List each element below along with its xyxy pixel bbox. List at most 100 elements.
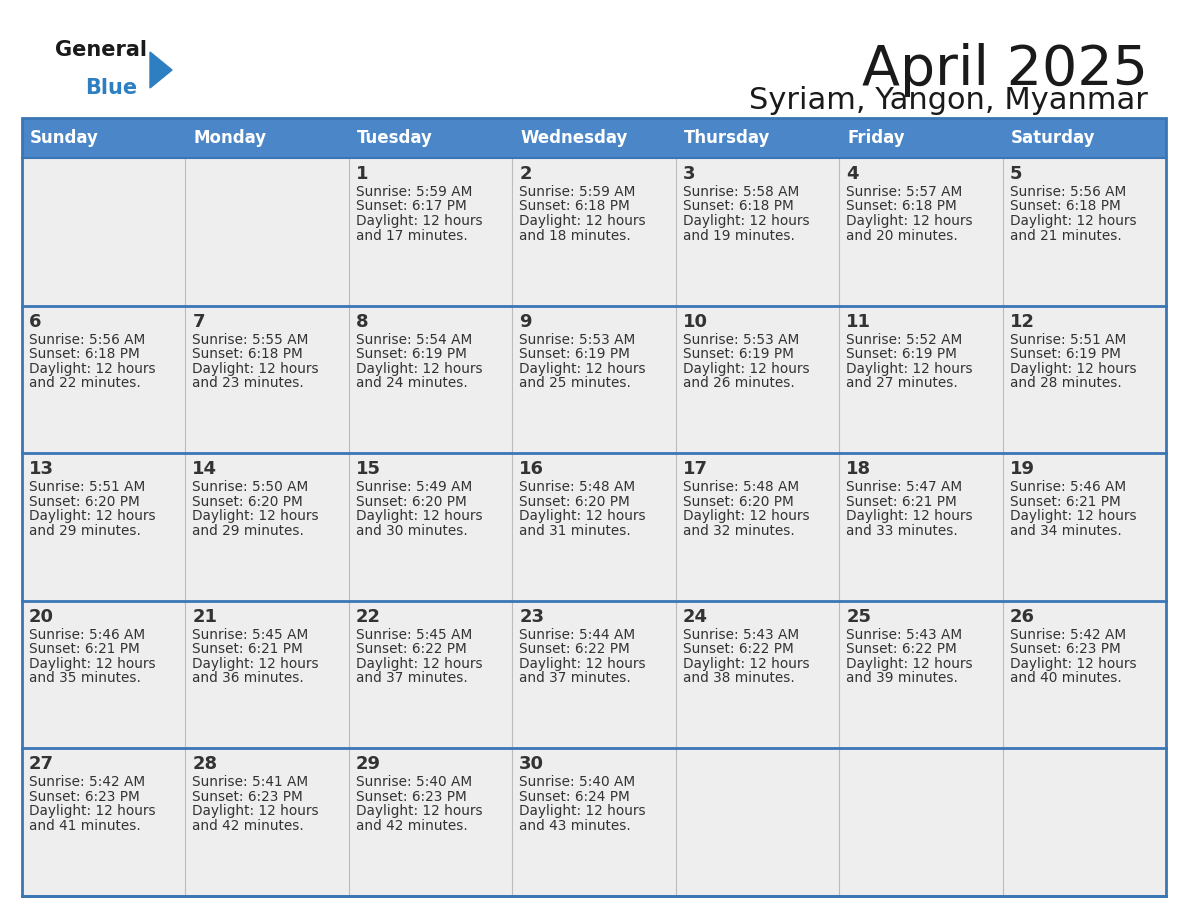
Text: and 30 minutes.: and 30 minutes. [356, 523, 468, 538]
Text: and 26 minutes.: and 26 minutes. [683, 376, 795, 390]
Text: Daylight: 12 hours: Daylight: 12 hours [1010, 214, 1136, 228]
Text: Daylight: 12 hours: Daylight: 12 hours [356, 509, 482, 523]
Text: Sunset: 6:22 PM: Sunset: 6:22 PM [356, 643, 467, 656]
Text: Sunrise: 5:43 AM: Sunrise: 5:43 AM [683, 628, 798, 642]
Text: 9: 9 [519, 313, 532, 330]
Text: Sunrise: 5:52 AM: Sunrise: 5:52 AM [846, 332, 962, 347]
Text: and 40 minutes.: and 40 minutes. [1010, 671, 1121, 686]
Text: Sunset: 6:19 PM: Sunset: 6:19 PM [1010, 347, 1120, 361]
Text: 5: 5 [1010, 165, 1022, 183]
Text: Sunrise: 5:55 AM: Sunrise: 5:55 AM [192, 332, 309, 347]
Text: 18: 18 [846, 460, 871, 478]
Text: Sunrise: 5:48 AM: Sunrise: 5:48 AM [683, 480, 798, 494]
Text: 27: 27 [29, 756, 53, 773]
Text: Daylight: 12 hours: Daylight: 12 hours [29, 804, 156, 819]
Text: Sunrise: 5:45 AM: Sunrise: 5:45 AM [356, 628, 472, 642]
Text: Daylight: 12 hours: Daylight: 12 hours [519, 509, 646, 523]
Text: 14: 14 [192, 460, 217, 478]
Text: 28: 28 [192, 756, 217, 773]
Text: Daylight: 12 hours: Daylight: 12 hours [846, 214, 973, 228]
Bar [23, 118, 1165, 158]
Text: Sunrise: 5:40 AM: Sunrise: 5:40 AM [519, 776, 636, 789]
Text: Sunset: 6:24 PM: Sunset: 6:24 PM [519, 789, 630, 804]
Text: Sunset: 6:20 PM: Sunset: 6:20 PM [192, 495, 303, 509]
Text: and 21 minutes.: and 21 minutes. [1010, 229, 1121, 242]
Text: Sunrise: 5:49 AM: Sunrise: 5:49 AM [356, 480, 472, 494]
Text: Daylight: 12 hours: Daylight: 12 hours [192, 656, 320, 671]
Text: 24: 24 [683, 608, 708, 626]
Bar [23, 118, 1165, 896]
Text: Sunset: 6:19 PM: Sunset: 6:19 PM [519, 347, 630, 361]
Text: Saturday: Saturday [1011, 129, 1095, 147]
Text: 21: 21 [192, 608, 217, 626]
Text: 22: 22 [356, 608, 381, 626]
Text: Daylight: 12 hours: Daylight: 12 hours [1010, 362, 1136, 375]
Text: Sunrise: 5:40 AM: Sunrise: 5:40 AM [356, 776, 472, 789]
Text: Daylight: 12 hours: Daylight: 12 hours [192, 509, 320, 523]
Text: Sunrise: 5:48 AM: Sunrise: 5:48 AM [519, 480, 636, 494]
Text: Daylight: 12 hours: Daylight: 12 hours [519, 804, 646, 819]
Text: Sunset: 6:20 PM: Sunset: 6:20 PM [519, 495, 630, 509]
Text: and 42 minutes.: and 42 minutes. [192, 819, 304, 833]
Text: and 19 minutes.: and 19 minutes. [683, 229, 795, 242]
Text: Daylight: 12 hours: Daylight: 12 hours [519, 656, 646, 671]
Text: 25: 25 [846, 608, 871, 626]
Text: Sunset: 6:18 PM: Sunset: 6:18 PM [29, 347, 140, 361]
Text: Sunset: 6:19 PM: Sunset: 6:19 PM [846, 347, 958, 361]
Text: 8: 8 [356, 313, 368, 330]
Text: Sunset: 6:23 PM: Sunset: 6:23 PM [192, 789, 303, 804]
Text: and 31 minutes.: and 31 minutes. [519, 523, 631, 538]
Text: 26: 26 [1010, 608, 1035, 626]
Text: Sunset: 6:18 PM: Sunset: 6:18 PM [1010, 199, 1120, 214]
Text: and 17 minutes.: and 17 minutes. [356, 229, 468, 242]
Text: Sunrise: 5:50 AM: Sunrise: 5:50 AM [192, 480, 309, 494]
Text: Sunset: 6:19 PM: Sunset: 6:19 PM [356, 347, 467, 361]
Text: Blue: Blue [86, 78, 137, 98]
Text: 11: 11 [846, 313, 871, 330]
Text: and 29 minutes.: and 29 minutes. [192, 523, 304, 538]
Bar [23, 118, 1165, 896]
Text: Sunset: 6:20 PM: Sunset: 6:20 PM [29, 495, 140, 509]
Text: 2: 2 [519, 165, 532, 183]
Text: Daylight: 12 hours: Daylight: 12 hours [846, 362, 973, 375]
Text: Monday: Monday [194, 129, 266, 147]
Text: Sunset: 6:22 PM: Sunset: 6:22 PM [846, 643, 956, 656]
Text: Sunrise: 5:54 AM: Sunrise: 5:54 AM [356, 332, 472, 347]
Text: Daylight: 12 hours: Daylight: 12 hours [519, 214, 646, 228]
Text: 6: 6 [29, 313, 42, 330]
Text: Sunrise: 5:44 AM: Sunrise: 5:44 AM [519, 628, 636, 642]
Text: Sunset: 6:21 PM: Sunset: 6:21 PM [846, 495, 956, 509]
Text: and 43 minutes.: and 43 minutes. [519, 819, 631, 833]
Text: Sunset: 6:20 PM: Sunset: 6:20 PM [683, 495, 794, 509]
Text: and 35 minutes.: and 35 minutes. [29, 671, 141, 686]
Text: Sunrise: 5:42 AM: Sunrise: 5:42 AM [1010, 628, 1126, 642]
Text: Daylight: 12 hours: Daylight: 12 hours [683, 214, 809, 228]
Text: and 18 minutes.: and 18 minutes. [519, 229, 631, 242]
Text: Sunrise: 5:53 AM: Sunrise: 5:53 AM [683, 332, 800, 347]
Text: and 41 minutes.: and 41 minutes. [29, 819, 140, 833]
Text: Daylight: 12 hours: Daylight: 12 hours [356, 804, 482, 819]
Text: Sunrise: 5:46 AM: Sunrise: 5:46 AM [1010, 480, 1126, 494]
Text: Daylight: 12 hours: Daylight: 12 hours [1010, 509, 1136, 523]
Text: Daylight: 12 hours: Daylight: 12 hours [356, 656, 482, 671]
Text: Sunset: 6:18 PM: Sunset: 6:18 PM [519, 199, 630, 214]
Text: Daylight: 12 hours: Daylight: 12 hours [356, 362, 482, 375]
Text: Sunrise: 5:56 AM: Sunrise: 5:56 AM [1010, 185, 1126, 199]
Text: Syriam, Yangon, Myanmar: Syriam, Yangon, Myanmar [750, 86, 1148, 115]
Text: and 23 minutes.: and 23 minutes. [192, 376, 304, 390]
Text: and 22 minutes.: and 22 minutes. [29, 376, 140, 390]
Text: Sunrise: 5:53 AM: Sunrise: 5:53 AM [519, 332, 636, 347]
Text: Sunrise: 5:46 AM: Sunrise: 5:46 AM [29, 628, 145, 642]
Text: Sunrise: 5:43 AM: Sunrise: 5:43 AM [846, 628, 962, 642]
Text: Sunset: 6:17 PM: Sunset: 6:17 PM [356, 199, 467, 214]
Text: Daylight: 12 hours: Daylight: 12 hours [683, 362, 809, 375]
Text: Sunrise: 5:51 AM: Sunrise: 5:51 AM [1010, 332, 1126, 347]
Text: and 36 minutes.: and 36 minutes. [192, 671, 304, 686]
Text: and 27 minutes.: and 27 minutes. [846, 376, 958, 390]
Text: 1: 1 [356, 165, 368, 183]
Text: and 37 minutes.: and 37 minutes. [356, 671, 468, 686]
Text: Sunset: 6:21 PM: Sunset: 6:21 PM [192, 643, 303, 656]
Text: Sunrise: 5:56 AM: Sunrise: 5:56 AM [29, 332, 145, 347]
Text: Sunrise: 5:41 AM: Sunrise: 5:41 AM [192, 776, 309, 789]
Text: 15: 15 [356, 460, 381, 478]
